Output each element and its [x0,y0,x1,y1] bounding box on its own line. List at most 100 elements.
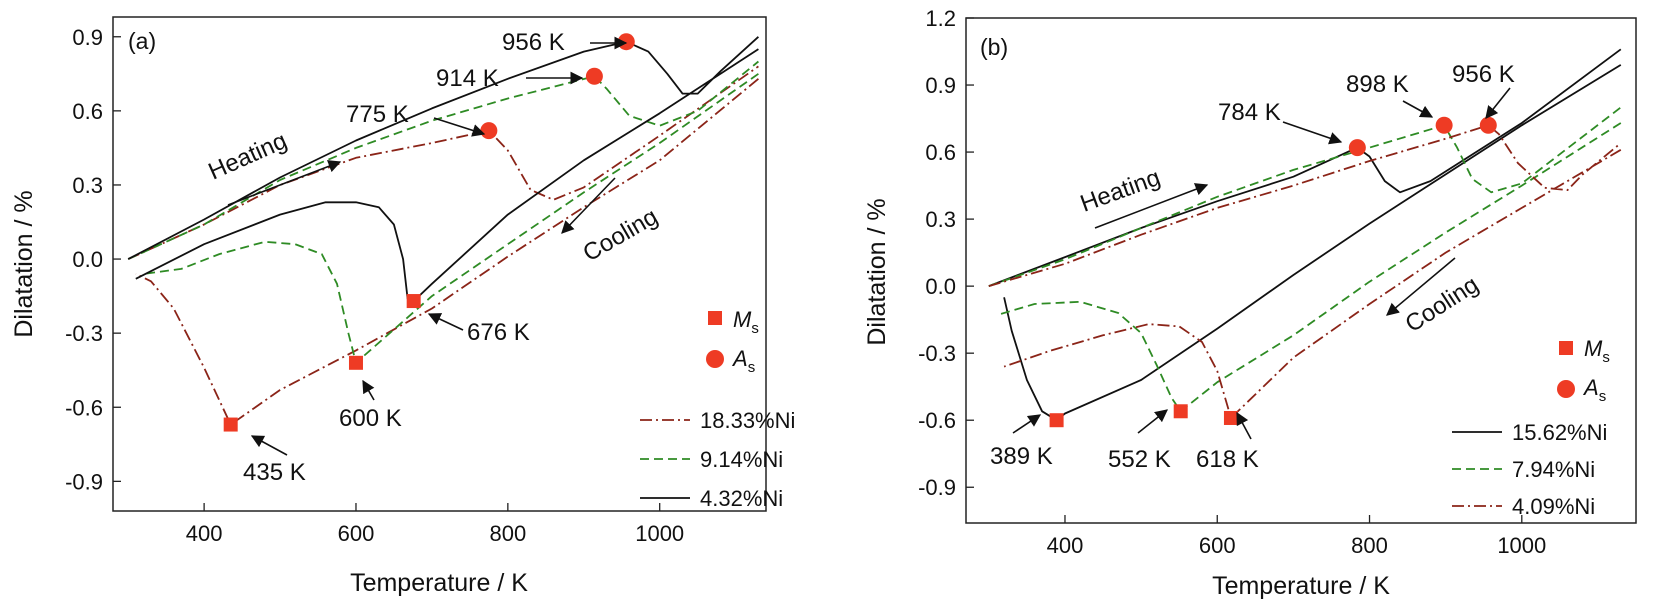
y-tick-label: 0.6 [72,99,103,124]
x-axis-title: Temperature / K [350,569,528,597]
ms-marker [1049,413,1064,428]
series-layer [988,48,1622,422]
y-tick-label: 0.0 [72,247,103,272]
series-layer [127,36,760,426]
legend: Ms As 15.62%Ni 7.94%Ni 4.09%Ni [1452,336,1610,519]
panel-b: 400 600 800 1000 -0.9 -0.6 -0.3 0.0 0.3 0.6 0.9 1.… [863,6,1637,600]
series-line [127,60,759,364]
ms-marker [348,355,363,370]
legend: Ms As 18.33%Ni 9.14%Ni 4.32%Ni [640,307,795,511]
legend-as-subscript: s [1599,388,1607,405]
ms-marker [1223,410,1238,425]
x-ticks: 400 600 800 1000 [186,503,684,546]
y-tick-label: 0.9 [925,73,956,98]
y-tick-label: 0.3 [72,173,103,198]
x-tick-label: 400 [186,521,223,546]
series-line [127,36,760,302]
label-552K: 552 K [1108,446,1171,473]
label-956K: 956 K [1452,61,1515,88]
series-line [127,65,759,426]
x-tick-label: 400 [1047,533,1084,558]
y-ticks: -0.9 -0.6 -0.3 0.0 0.3 0.6 0.9 [65,25,121,494]
transition-markers [223,33,635,432]
panel-a: 400 600 800 1000 -0.9 -0.6 -0.3 0.0 0.3 0.6 0.9 (… [10,16,795,597]
as-marker [480,122,498,140]
label-435K: 435 K [243,459,306,486]
y-tick-label: -0.3 [918,341,956,366]
x-tick-label: 800 [489,521,526,546]
legend-as-text: As [731,346,755,376]
ms-marker [1173,404,1188,419]
x-tick-label: 1000 [1497,533,1546,558]
label-898K: 898 K [1346,71,1409,98]
heating-arrow [227,160,342,206]
as-marker [1435,116,1453,134]
series-line [988,48,1622,422]
y-tick-label: -0.9 [65,469,103,494]
series-line [988,106,1622,413]
arrow-956K [1485,87,1511,119]
y-tick-label: -0.6 [65,395,103,420]
cooling-arrow [1386,257,1456,316]
label-914K: 914 K [436,65,499,92]
legend-ms-symbol [1559,341,1573,355]
legend-series: 18.33%Ni 9.14%Ni 4.32%Ni [640,408,795,511]
y-tick-label: -0.9 [918,475,956,500]
plot-frame [965,17,1637,524]
legend-series-label: 4.09%Ni [1512,494,1595,519]
arrow-600K [362,379,375,401]
y-tick-label: 0.0 [925,274,956,299]
y-axis-title: Dilatation / % [863,198,891,345]
label-389K: 389 K [990,443,1053,470]
panel-label: (b) [980,34,1008,60]
legend-series-label: 15.62%Ni [1512,420,1607,445]
y-ticks: -0.9 -0.6 -0.3 0.0 0.3 0.6 0.9 1.2 [918,6,974,500]
y-tick-label: -0.3 [65,321,103,346]
as-marker [1348,139,1366,157]
label-676K: 676 K [467,319,530,346]
legend-series-label: 9.14%Ni [700,447,783,472]
legend-as-subscript: s [748,359,756,376]
x-axis-title: Temperature / K [1212,572,1390,600]
plot-frame [112,16,767,512]
heating-arrow [1094,183,1209,229]
label-784K: 784 K [1218,99,1281,126]
as-marker [1479,116,1497,134]
ms-marker [406,294,421,309]
series-line [988,124,1622,419]
y-tick-label: -0.6 [918,408,956,433]
legend-ms-text: Ms [1584,336,1610,366]
arrow-618K [1236,411,1252,440]
label-618K: 618 K [1196,446,1259,473]
y-axis-title: Dilatation / % [10,190,38,337]
label-600K: 600 K [339,405,402,432]
y-tick-label: 0.6 [925,140,956,165]
legend-as-text: As [1582,375,1606,405]
legend-series-label: 4.32%Ni [700,486,783,511]
arrow-676K [427,313,464,331]
heating-label: Heating [1077,164,1164,218]
legend-ms-subscript: s [751,320,759,337]
legend-series-label: 18.33%Ni [700,408,795,433]
as-marker [585,67,603,85]
legend-ms-text: Ms [733,307,759,337]
legend-series: 15.62%Ni 7.94%Ni 4.09%Ni [1452,420,1607,519]
y-tick-label: 0.9 [72,25,103,50]
arrow-389K [1012,414,1042,434]
x-tick-label: 600 [1199,533,1236,558]
cooling-arrow [561,177,616,234]
arrow-784K [1282,121,1343,145]
legend-as-symbol [706,350,724,368]
arrow-435K [250,435,288,456]
x-ticks: 400 600 800 1000 [1047,515,1546,558]
legend-ms-subscript: s [1602,349,1610,366]
x-tick-label: 600 [338,521,375,546]
legend-series-label: 7.94%Ni [1512,457,1595,482]
x-tick-label: 1000 [635,521,684,546]
arrow-552K [1137,409,1169,434]
panel-label: (a) [128,28,156,54]
label-956K: 956 K [502,29,565,56]
transition-markers [1049,116,1497,428]
label-775K: 775 K [346,101,409,128]
